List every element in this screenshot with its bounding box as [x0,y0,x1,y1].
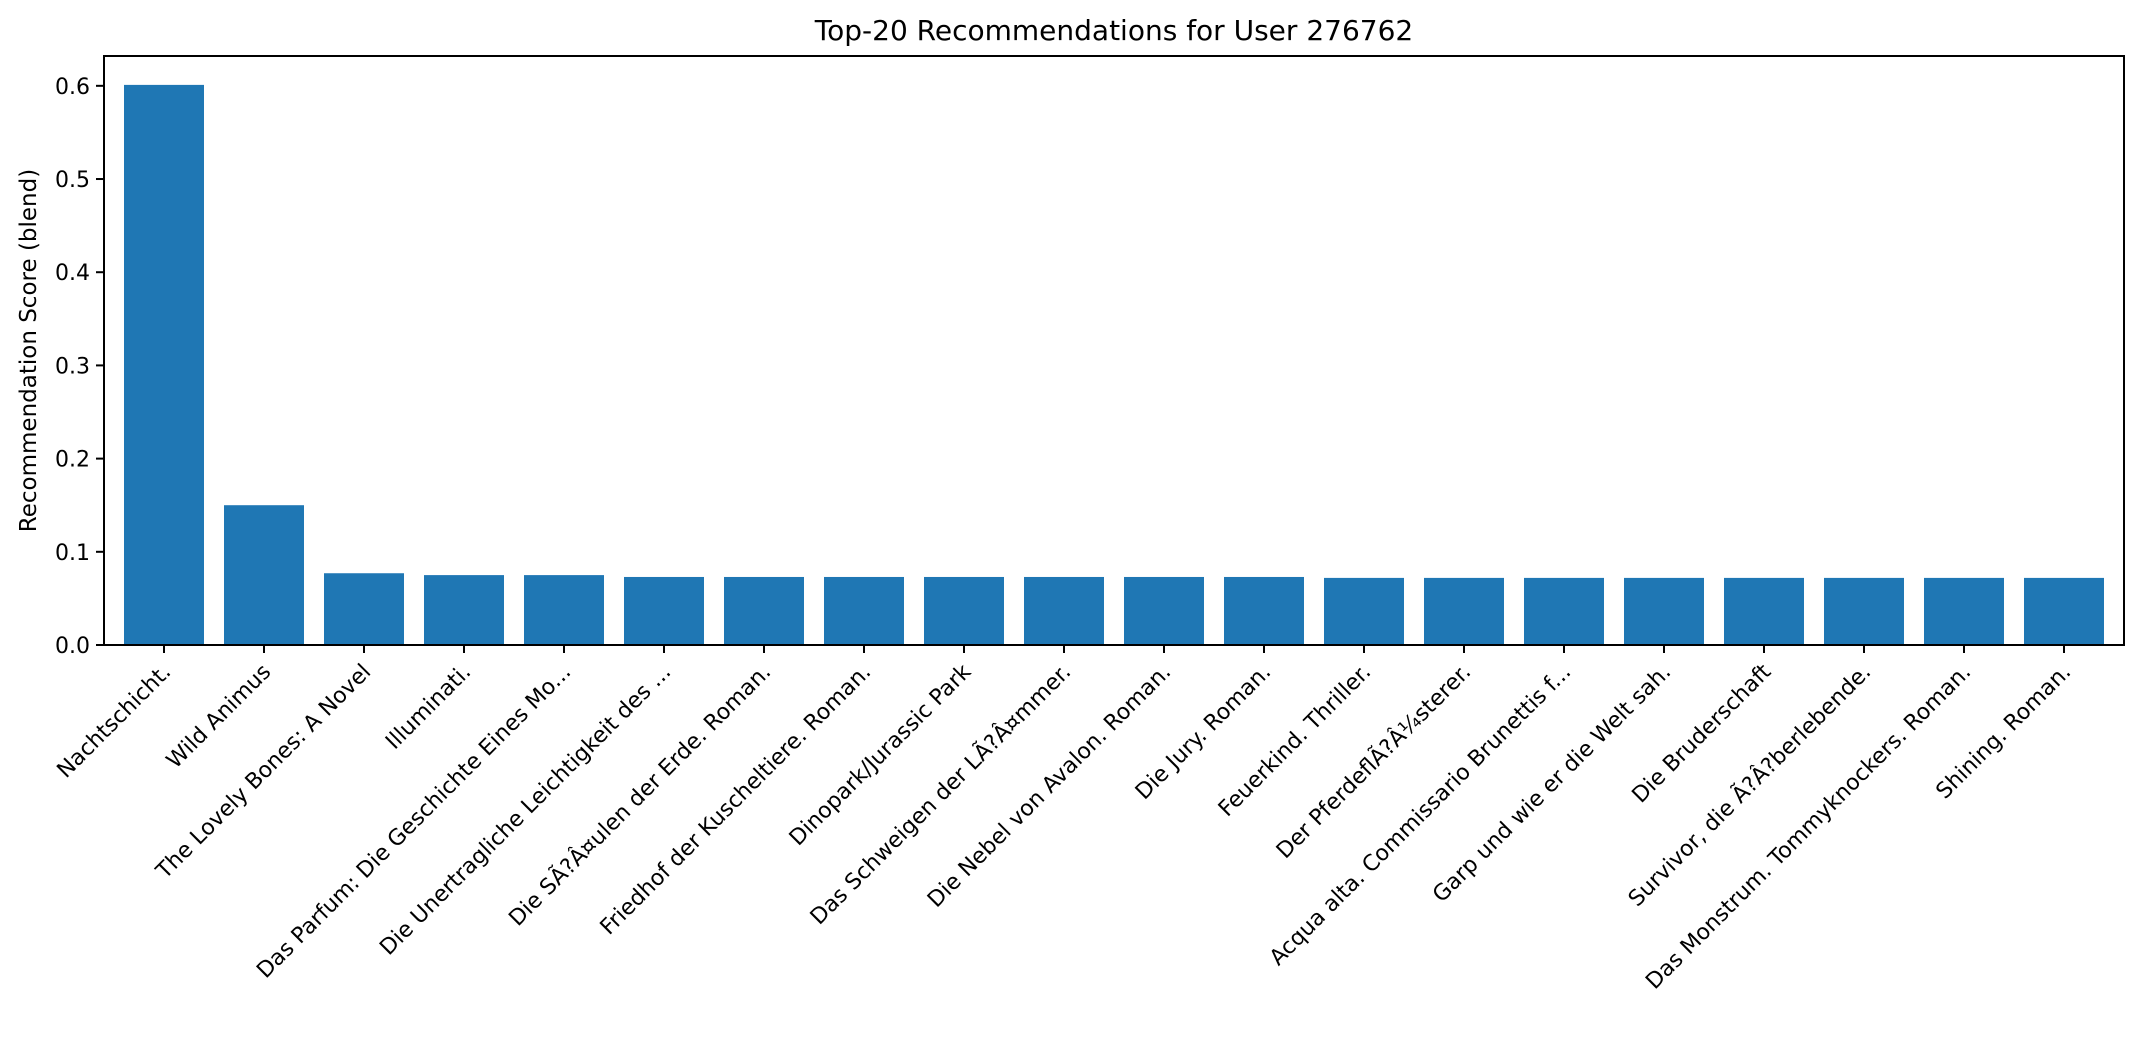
bars-layer [124,84,2104,646]
bar [1924,577,2004,645]
y-axis-ticks: 0.0 0.1 0.2 0.3 0.4 0.5 0.6 [55,75,104,659]
y-axis-label: Recommendation Score (blend) [16,169,42,532]
bar [1324,577,1404,645]
y-tick-label: 0.6 [55,75,90,100]
y-tick-label: 0.1 [55,541,90,566]
y-tick-label: 0.2 [55,448,90,473]
chart-title: Top-20 Recommendations for User 276762 [814,14,1413,47]
bar [624,576,704,645]
bar [1224,576,1304,645]
bar [224,505,304,645]
bar [824,576,904,645]
bar [424,575,504,645]
bar [1524,577,1604,645]
x-tick-label: Wild Animus [162,660,276,774]
bar [1824,577,1904,645]
bar [524,575,604,645]
bar [1724,577,1804,645]
bar [124,84,204,646]
x-tick-label: Dinopark/Jurassic Park [785,659,977,851]
x-tick-label: Illuminati. [381,660,476,755]
bar [1424,577,1504,645]
y-tick-label: 0.0 [55,634,90,659]
bar [324,573,404,645]
bar [2024,577,2104,645]
y-tick-label: 0.5 [55,168,90,193]
x-tick-label: Der PferdeflÃ?Â¼sterer. [1271,658,1477,864]
y-tick-label: 0.3 [55,354,90,379]
bar [724,576,804,645]
bar [924,576,1004,645]
x-tick-label: Nachtschicht. [53,660,177,784]
bar [1124,576,1204,645]
plot-frame [103,55,2125,646]
bar [1624,577,1704,645]
bar [1024,576,1104,645]
y-tick-label: 0.4 [55,261,90,286]
x-tick-label: The Lovely Bones: A Novel [151,660,376,885]
